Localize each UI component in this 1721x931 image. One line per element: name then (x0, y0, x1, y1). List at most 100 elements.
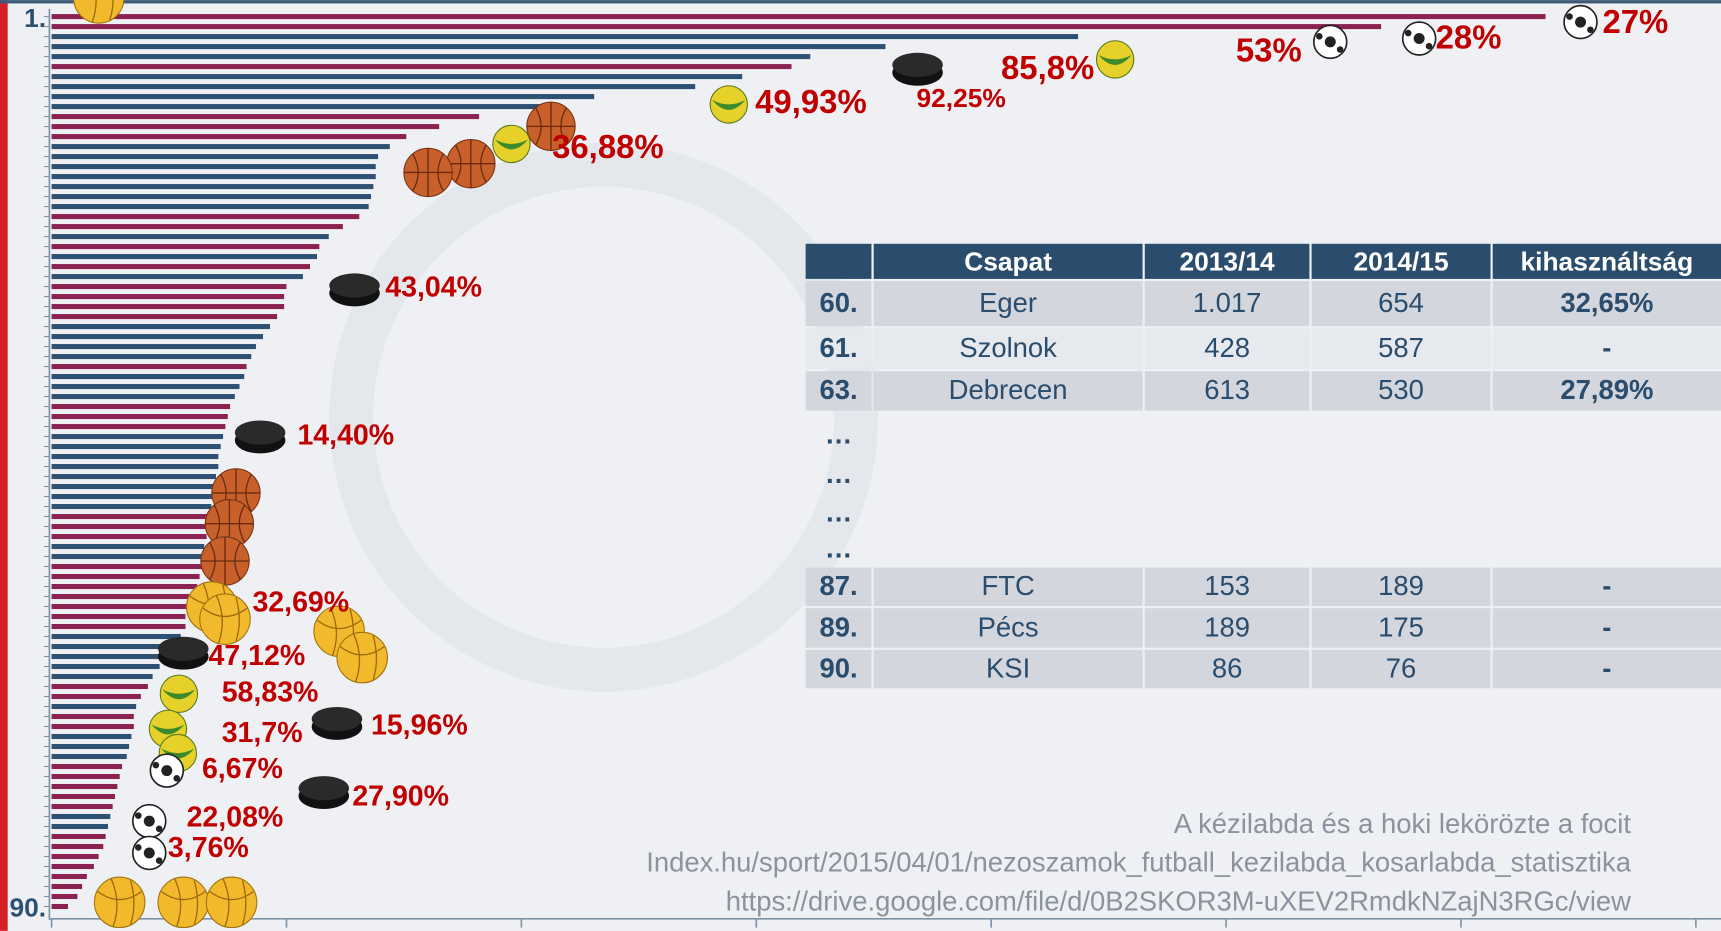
bar (52, 394, 235, 399)
basketball-icon (404, 148, 452, 196)
table-cell: 587 (1378, 332, 1424, 363)
puck-icon (299, 776, 349, 809)
table-cell: 175 (1378, 611, 1424, 642)
bar (52, 904, 68, 909)
soccer-patch (161, 765, 172, 776)
bar (52, 234, 329, 239)
bar (52, 264, 310, 269)
percent-annotation: 85,8% (1001, 49, 1094, 86)
percent-annotation: 31,7% (222, 717, 303, 749)
table-cell: - (1602, 652, 1611, 683)
top-border (0, 0, 1721, 3)
soccer-patch (173, 775, 180, 782)
puck-icon (235, 420, 285, 453)
table-cell: 530 (1378, 374, 1424, 405)
bar (52, 884, 83, 889)
bar (52, 414, 228, 419)
bar (52, 704, 137, 709)
handball-icon (1096, 41, 1133, 78)
percent-annotation: 6,67% (202, 753, 283, 785)
table-header: Csapat (964, 246, 1052, 276)
percent-annotation: 53% (1236, 32, 1302, 69)
percent-annotation: 27,90% (352, 781, 449, 813)
bar (52, 664, 160, 669)
bar (52, 634, 181, 639)
bar (52, 514, 212, 519)
slide: 1.90.27%28%53%85,8%92,25%49,93%36,88%43,… (0, 0, 1721, 931)
soccer-patch (1426, 43, 1433, 50)
soccer-patch (1414, 33, 1425, 44)
table-cell: 428 (1204, 332, 1250, 363)
bar (52, 764, 122, 769)
waterpolo-ball (94, 877, 144, 927)
soccer-patch (156, 857, 163, 864)
soccer-patch (1566, 13, 1573, 20)
bar (52, 214, 360, 219)
table-cell: FTC (981, 570, 1034, 601)
bar (52, 754, 127, 759)
bar (52, 274, 303, 279)
rank-label: 1. (24, 3, 46, 33)
bar (52, 334, 263, 339)
table-rank: … (825, 458, 852, 489)
bar (52, 444, 221, 449)
table-rank: 87. (819, 570, 857, 601)
table-header: 2013/14 (1180, 246, 1276, 276)
bar (52, 314, 278, 319)
soccer-patch (135, 812, 142, 819)
table-cell: Eger (979, 287, 1037, 318)
soccer-patch (135, 844, 142, 851)
bar (52, 574, 200, 579)
bar (52, 74, 743, 79)
soccer-icon (133, 836, 166, 869)
bar (52, 544, 205, 549)
bar (52, 564, 202, 569)
bar (52, 774, 120, 779)
bar (52, 34, 1079, 39)
percent-annotation: 27% (1602, 3, 1668, 40)
bar (52, 464, 219, 469)
bar (52, 554, 202, 559)
table-cell: 189 (1378, 570, 1424, 601)
puck-top (158, 637, 208, 661)
soccer-patch (144, 816, 155, 827)
percent-annotation: 49,93% (755, 83, 867, 120)
puck-icon (329, 273, 379, 306)
table-rank: 63. (819, 374, 857, 405)
bar (52, 204, 369, 209)
waterpolo-icon (158, 877, 208, 927)
bar (52, 94, 595, 99)
bar (52, 154, 379, 159)
percent-annotation: 43,04% (385, 271, 482, 303)
handball-icon (493, 125, 530, 162)
bar (52, 64, 792, 69)
bar (52, 794, 115, 799)
bar (52, 164, 376, 169)
soccer-icon (1314, 25, 1347, 58)
soccer-icon (1564, 6, 1597, 39)
waterpolo-ball (158, 877, 208, 927)
bar (52, 694, 141, 699)
page: {"chart_data": {"type": "bar", "categori… (0, 0, 1721, 931)
bar (52, 594, 193, 599)
waterpolo-ball (337, 632, 387, 682)
percent-annotation: 14,40% (297, 419, 394, 451)
handball-icon (160, 675, 197, 712)
footer-text: https://drive.google.com/file/d/0B2SKOR3… (726, 886, 1631, 917)
table-cell: - (1602, 332, 1611, 363)
bar (52, 714, 134, 719)
table-header: 2014/15 (1353, 246, 1448, 276)
table-cell: 76 (1386, 652, 1417, 683)
bar (52, 384, 240, 389)
bar (52, 484, 214, 489)
bar (52, 134, 407, 139)
table-cell: 27,89% (1560, 374, 1653, 405)
basketball-icon (447, 140, 495, 188)
percent-annotation: 28% (1436, 18, 1502, 55)
puck-top (892, 53, 942, 77)
bar (52, 784, 118, 789)
table-cell: Szolnok (959, 332, 1057, 363)
waterpolo-icon (206, 877, 256, 927)
table-cell: KSI (986, 652, 1030, 683)
bar (52, 114, 480, 119)
